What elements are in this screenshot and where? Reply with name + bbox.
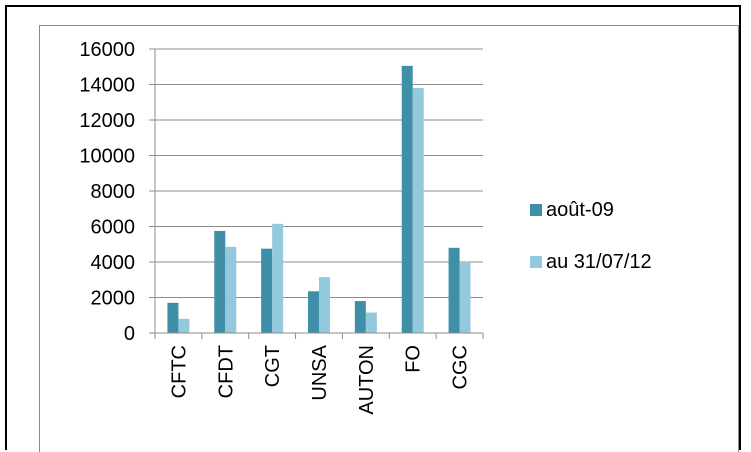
x-axis-ticks: CFTC CFDT CGT UNSA AUTON FO CGC — [168, 344, 471, 414]
axes — [154, 49, 484, 339]
bar-series2 — [178, 318, 190, 333]
x-tick-label: CGT — [262, 345, 284, 387]
bar-series2 — [272, 223, 284, 333]
y-tick-label: 12000 — [79, 110, 135, 132]
chart-plot-area-border — [39, 25, 739, 452]
x-tick-label: CFDT — [215, 345, 237, 398]
y-axis-ticks: 0 2000 4000 6000 8000 10000 12000 14000 16000 — [79, 39, 155, 345]
legend: août-09 au 31/07/12 — [530, 199, 652, 273]
y-tick-label: 8000 — [91, 181, 136, 203]
bar-series2 — [319, 277, 330, 333]
legend-label: au 31/07/12 — [546, 251, 652, 273]
chart-frame — [5, 5, 741, 452]
legend-swatch — [530, 256, 542, 268]
bars — [167, 65, 471, 334]
bar-series1 — [261, 248, 273, 333]
bar-series2 — [459, 262, 471, 333]
x-tick-label: AUTON — [356, 345, 378, 415]
legend-swatch — [530, 204, 542, 216]
bar-series2 — [412, 88, 424, 333]
y-tick-label: 4000 — [91, 252, 136, 274]
bar-series1 — [308, 291, 319, 333]
legend-label: août-09 — [546, 199, 614, 221]
bar-series1 — [354, 301, 366, 333]
y-tick-label: 0 — [124, 323, 135, 345]
y-tick-label: 16000 — [79, 39, 135, 61]
y-tick-label: 10000 — [79, 146, 135, 168]
bar-series2 — [365, 312, 377, 333]
bar-series1 — [448, 247, 460, 333]
bar-series2 — [225, 246, 237, 333]
y-tick-label: 2000 — [91, 288, 136, 310]
gridlines — [155, 48, 483, 298]
x-tick-label: CGC — [450, 345, 472, 389]
y-tick-label: 6000 — [91, 217, 136, 239]
bar-series1 — [167, 302, 179, 333]
x-tick-label: FO — [403, 345, 425, 373]
x-tick-label: UNSA — [309, 344, 331, 400]
y-tick-label: 14000 — [79, 75, 135, 97]
bar-series1 — [401, 65, 413, 334]
bar-series1 — [214, 230, 226, 333]
x-tick-label: CFTC — [168, 345, 190, 398]
